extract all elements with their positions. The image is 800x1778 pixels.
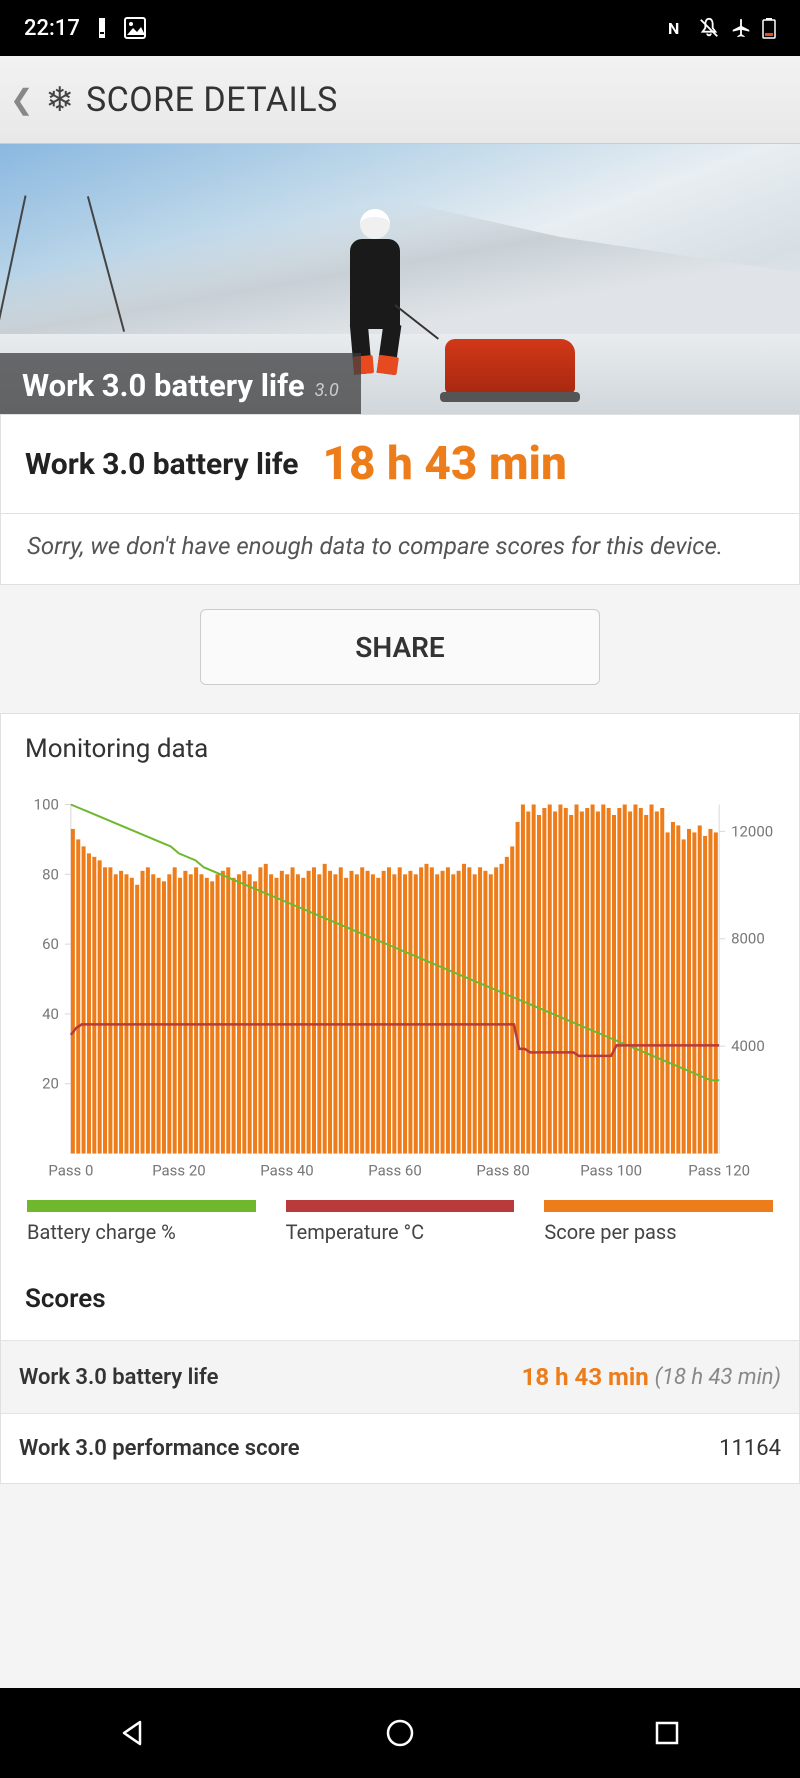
- svg-text:40: 40: [42, 1005, 59, 1023]
- score-item-battery-life: Work 3.0 battery life 18 h 43 min (18 h …: [1, 1340, 799, 1413]
- android-status-bar: 22:17 N: [0, 0, 800, 56]
- hero-title-box: Work 3.0 battery life 3.0: [0, 353, 361, 414]
- share-button[interactable]: SHARE: [200, 609, 600, 685]
- score-item-value: 11164: [719, 1436, 781, 1461]
- svg-text:60: 60: [42, 935, 59, 953]
- page-title: SCORE DETAILS: [86, 80, 338, 120]
- mute-icon: [698, 17, 720, 39]
- nav-home-button[interactable]: [382, 1715, 418, 1751]
- score-item-label: Work 3.0 battery life: [19, 1365, 522, 1390]
- legend-labels: Battery charge % Temperature °C Score pe…: [1, 1216, 799, 1262]
- android-nav-bar: [0, 1688, 800, 1778]
- svg-text:Pass 20: Pass 20: [152, 1162, 205, 1180]
- share-section: SHARE: [0, 585, 800, 713]
- app-header: ❮ ❄ SCORE DETAILS: [0, 56, 800, 144]
- svg-text:12000: 12000: [731, 822, 773, 840]
- score-label: Work 3.0 battery life: [25, 447, 299, 482]
- monitoring-card: Monitoring data 20 40 60 80 100 4000 8000 12000…: [0, 713, 800, 1484]
- status-left: 22:17: [24, 16, 146, 41]
- score-item-value: 18 h 43 min: [522, 1363, 649, 1391]
- svg-text:Pass 40: Pass 40: [260, 1162, 313, 1180]
- status-right: N: [668, 17, 776, 39]
- svg-text:Pass 80: Pass 80: [476, 1162, 529, 1180]
- legend-swatch-temperature: [286, 1200, 515, 1212]
- score-card: Work 3.0 battery life 18 h 43 min Sorry,…: [0, 414, 800, 585]
- hero-version: 3.0: [315, 380, 339, 401]
- svg-text:Pass 120: Pass 120: [688, 1162, 750, 1180]
- svg-text:N: N: [668, 19, 679, 38]
- back-icon[interactable]: ❮: [10, 83, 33, 116]
- svg-text:100: 100: [34, 795, 59, 813]
- svg-text:Pass 100: Pass 100: [580, 1162, 642, 1180]
- hero-title: Work 3.0 battery life: [22, 367, 305, 404]
- airplane-icon: [730, 17, 752, 39]
- svg-text:Pass 60: Pass 60: [368, 1162, 421, 1180]
- scores-title: Scores: [1, 1262, 799, 1340]
- score-item-paren: (18 h 43 min): [655, 1365, 781, 1390]
- svg-text:80: 80: [42, 865, 59, 883]
- svg-text:4000: 4000: [731, 1037, 765, 1055]
- nav-back-button[interactable]: [115, 1715, 151, 1751]
- picture-icon: [124, 17, 146, 39]
- score-item-performance: Work 3.0 performance score 11164: [1, 1413, 799, 1483]
- hero-banner: Work 3.0 battery life 3.0: [0, 144, 800, 414]
- score-value: 18 h 43 min: [323, 437, 567, 491]
- legend-swatch-battery: [27, 1200, 256, 1212]
- score-message: Sorry, we don't have enough data to comp…: [1, 513, 799, 584]
- score-row: Work 3.0 battery life 18 h 43 min: [1, 415, 799, 513]
- nav-recent-button[interactable]: [649, 1715, 685, 1751]
- nfc-icon: N: [668, 18, 688, 38]
- status-time: 22:17: [24, 16, 80, 41]
- svg-text:20: 20: [42, 1075, 59, 1093]
- legend-bars: [1, 1200, 799, 1216]
- svg-text:8000: 8000: [731, 930, 765, 948]
- app-logo-icon: ❄: [45, 80, 74, 120]
- alert-icon: [92, 18, 112, 38]
- legend-swatch-score: [544, 1200, 773, 1212]
- monitoring-title: Monitoring data: [1, 714, 799, 784]
- battery-low-icon: [762, 17, 776, 39]
- monitoring-chart: 20 40 60 80 100 4000 8000 12000 Pass 0 Pass 20 Pas…: [1, 784, 799, 1200]
- score-item-label: Work 3.0 performance score: [19, 1436, 719, 1461]
- svg-text:Pass 0: Pass 0: [48, 1162, 93, 1180]
- legend-label-temperature: Temperature °C: [286, 1220, 515, 1244]
- legend-label-battery: Battery charge %: [27, 1220, 256, 1244]
- legend-label-score: Score per pass: [544, 1220, 773, 1244]
